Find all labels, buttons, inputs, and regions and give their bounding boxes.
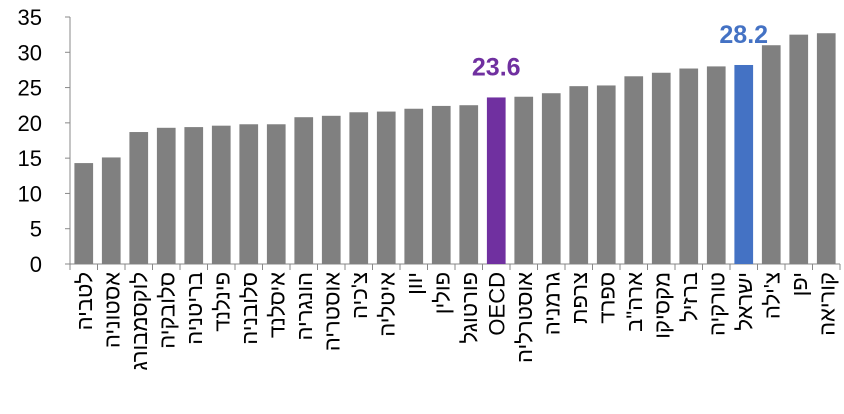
bar [211,125,231,265]
x-tick-label: צרפת [567,272,592,324]
bar [74,163,94,264]
bar [486,97,506,264]
bar [679,68,699,264]
x-tick-label: בריטניה [182,272,207,345]
x-tick-label: ברזיל [677,272,702,322]
y-tick-label: 15 [18,146,42,171]
x-tick-label: לטביה [72,272,97,330]
bar [569,86,589,264]
y-tick-label: 30 [18,40,42,65]
x-tick-label: איטליה [374,272,399,337]
x-tick-label: יוון [402,272,427,295]
value-label: 28.2 [719,21,768,49]
bar [761,45,781,264]
x-tick-label: פינלנד [209,272,234,332]
y-tick-label: 35 [18,5,42,30]
bar [459,105,479,264]
bar [514,96,534,264]
y-tick-label: 25 [18,76,42,101]
bar [349,112,369,265]
x-tick-label: יפן [787,272,812,296]
x-tick-label: צ'כיה [347,272,372,319]
bar [431,105,451,264]
y-tick-label: 5 [30,217,42,242]
bar [239,124,259,264]
bar [789,34,809,265]
x-tick-label: קוריאה [814,272,839,336]
value-label: 23.6 [472,53,521,81]
x-tick-label: צ'ילה [759,272,784,319]
x-tick-label: אסטוניה [99,272,124,348]
x-tick-label: איסלנד [264,272,289,338]
x-tick-label: OECD [484,272,509,336]
bar [404,108,424,264]
x-tick-label: מקסיקו [649,272,674,339]
bar [184,127,204,264]
bar [624,76,644,264]
x-tick-label: הונגריה [292,272,317,341]
bar [651,72,671,264]
bar [541,93,561,265]
x-tick-label: טורקיה [704,272,729,336]
y-tick-label: 20 [18,111,42,136]
y-tick-label: 10 [18,181,42,206]
x-tick-label: לוקסמבורג [127,272,152,371]
x-tick-label: פולין [429,272,454,314]
x-tick-label: פורטוגל [457,272,482,343]
bar [266,124,286,264]
x-tick-label: סלובניה [237,272,262,345]
bar [596,85,616,264]
bar [321,115,341,264]
bar [376,111,396,265]
bar [101,157,121,264]
x-tick-label: גרמניה [539,272,564,335]
x-tick-label: ארה"ב [622,272,647,332]
bar [706,66,726,265]
x-tick-label: אוסטרליה [512,272,537,363]
x-tick-label: אוסטריה [319,272,344,351]
x-tick-label: ישראל [732,272,757,331]
y-tick-label: 0 [30,252,42,277]
bar [816,33,836,264]
bar [156,127,176,264]
x-tick-label: סלובקיה [154,272,179,349]
bar [129,132,149,264]
x-tick-label: ספרד [594,272,619,324]
bar [294,117,314,264]
bar [734,64,754,264]
